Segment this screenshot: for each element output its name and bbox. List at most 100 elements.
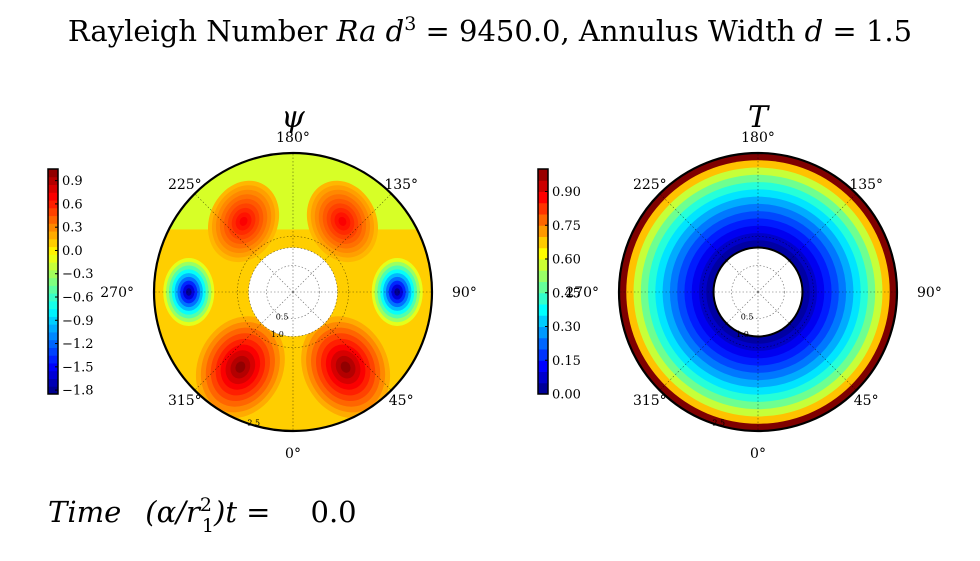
colorbar-tick-label: 0.3 [62,221,83,236]
grid-spoke [194,193,294,293]
grid-spoke [659,291,759,391]
colorbar-band [48,262,58,271]
grid-spoke [292,193,392,293]
colorbar-band [538,236,548,249]
angle-tick-label: 225° [633,177,667,193]
colorbar-tick-label: 0.0 [62,244,83,259]
angle-tick-label: 225° [168,177,202,193]
colorbar-band [538,270,548,282]
time-label: Time (α/r2 1)t = 0.0 [48,494,357,537]
colorbar-band [48,293,58,302]
colorbar-band [48,339,58,348]
colorbar-tick-label: 0.30 [552,320,581,335]
colorbar-band [538,292,548,305]
colorbar-band [48,207,58,217]
colorbar-band [48,176,58,186]
colorbar-band [48,231,58,240]
colorbar-band [48,316,58,325]
minimum-contour [394,288,401,296]
angle-tick-label: 0° [285,446,301,462]
radial-tick-label: 2.5 [247,419,260,428]
grid-spoke [292,291,392,391]
colorbar-tick-label: −0.6 [62,291,94,306]
colorbar-band [48,370,58,379]
angle-tick-label: 90° [917,285,942,301]
grid-ring [237,236,349,348]
angle-tick-label: 270° [100,285,134,301]
panel-title: ψ [281,100,305,135]
grid-ring [248,247,338,337]
colorbar-band [538,214,548,226]
minimum-contour [185,288,192,296]
colorbar-band [48,300,58,310]
angle-tick-label: 315° [168,393,202,409]
colorbar-tick-label: 0.45 [552,286,581,301]
grid-spoke [757,193,857,293]
colorbar: 0.9 0.6 0.3 0.0 −0.3 −0.6 −0.9 −1.2 −1.5 −1.8 [47,168,94,399]
colorbar-band [538,326,548,339]
colorbar-tick-label: −1.5 [62,360,94,375]
colorbar-frame [537,168,549,395]
grid-spoke [194,291,294,391]
colorbar-tick-label: 0.60 [552,253,581,268]
colorbar-band [538,371,548,384]
grid-ring [713,247,803,337]
colorbar-tick-label: −1.8 [62,384,94,399]
colorbar-band [538,225,548,237]
polar-grid [619,153,897,431]
colorbar-band [48,277,58,286]
colorbar: 0.90 0.75 0.60 0.45 0.30 0.15 0.00 [537,168,581,403]
maximum-contour [338,216,347,226]
grid-spoke [757,291,857,391]
colorbar-band [48,269,58,279]
colorbar-band [538,247,548,260]
colorbar-band [48,347,58,356]
colorbar-tick-label: 0.90 [552,185,581,200]
outer-boundary [617,151,899,433]
angle-tick-label: 135° [384,177,418,193]
colorbar-band [48,331,58,341]
radial-tick-label: 1.0 [271,330,284,339]
angle-tick-label: 315° [633,393,667,409]
polar-grid [154,153,432,431]
colorbar-band [48,192,58,201]
grid-ring [731,265,785,319]
colorbar-band [48,324,58,333]
colorbar-band [538,202,548,215]
angle-tick-label: 90° [452,285,477,301]
colorbar-band [538,180,548,192]
colorbar-band [538,360,548,372]
colorbar-band [538,304,548,316]
angle-tick-label: 180° [741,130,775,146]
colorbar-band [538,315,548,327]
maximum-contour [239,216,248,226]
colorbar-band [48,200,58,209]
panel-psi: ψ 0° 45° 90° 135° 180° 225° 270° 315° 0.5 1.0 2.5 0.… [47,100,477,462]
grid-spoke [659,193,759,293]
colorbar-band [538,169,548,181]
colorbar-band [538,281,548,294]
colorbar-band [538,349,548,361]
panel-temperature: T 0° 45° 90° 135° 180° 225° 270° 315° 0.5 1.0 2.5 0.… [537,100,942,462]
colorbar-band [48,285,58,294]
colorbar-band [48,238,58,248]
colorbar-band [48,215,58,224]
colorbar-tick-label: 0.75 [552,219,581,234]
colorbar-band [48,308,58,317]
colorbar-tick-label: −0.9 [62,314,94,329]
colorbar-frame [47,168,59,395]
outer-boundary [152,151,434,433]
angle-tick-label: 135° [849,177,883,193]
colorbar-band [48,362,58,372]
colorbar-band [538,191,548,204]
colorbar-tick-label: 0.15 [552,354,581,369]
angle-tick-label: 270° [565,285,599,301]
figure-title: Rayleigh Number Ra d3 = 9450.0, Annulus … [68,13,912,48]
colorbar-band [48,378,58,387]
colorbar-tick-label: 0.9 [62,174,83,189]
radial-tick-label: 2.5 [712,419,725,428]
colorbar-band [48,184,58,193]
maximum-contour [340,361,351,373]
colorbar-tick-label: −1.2 [62,337,94,352]
